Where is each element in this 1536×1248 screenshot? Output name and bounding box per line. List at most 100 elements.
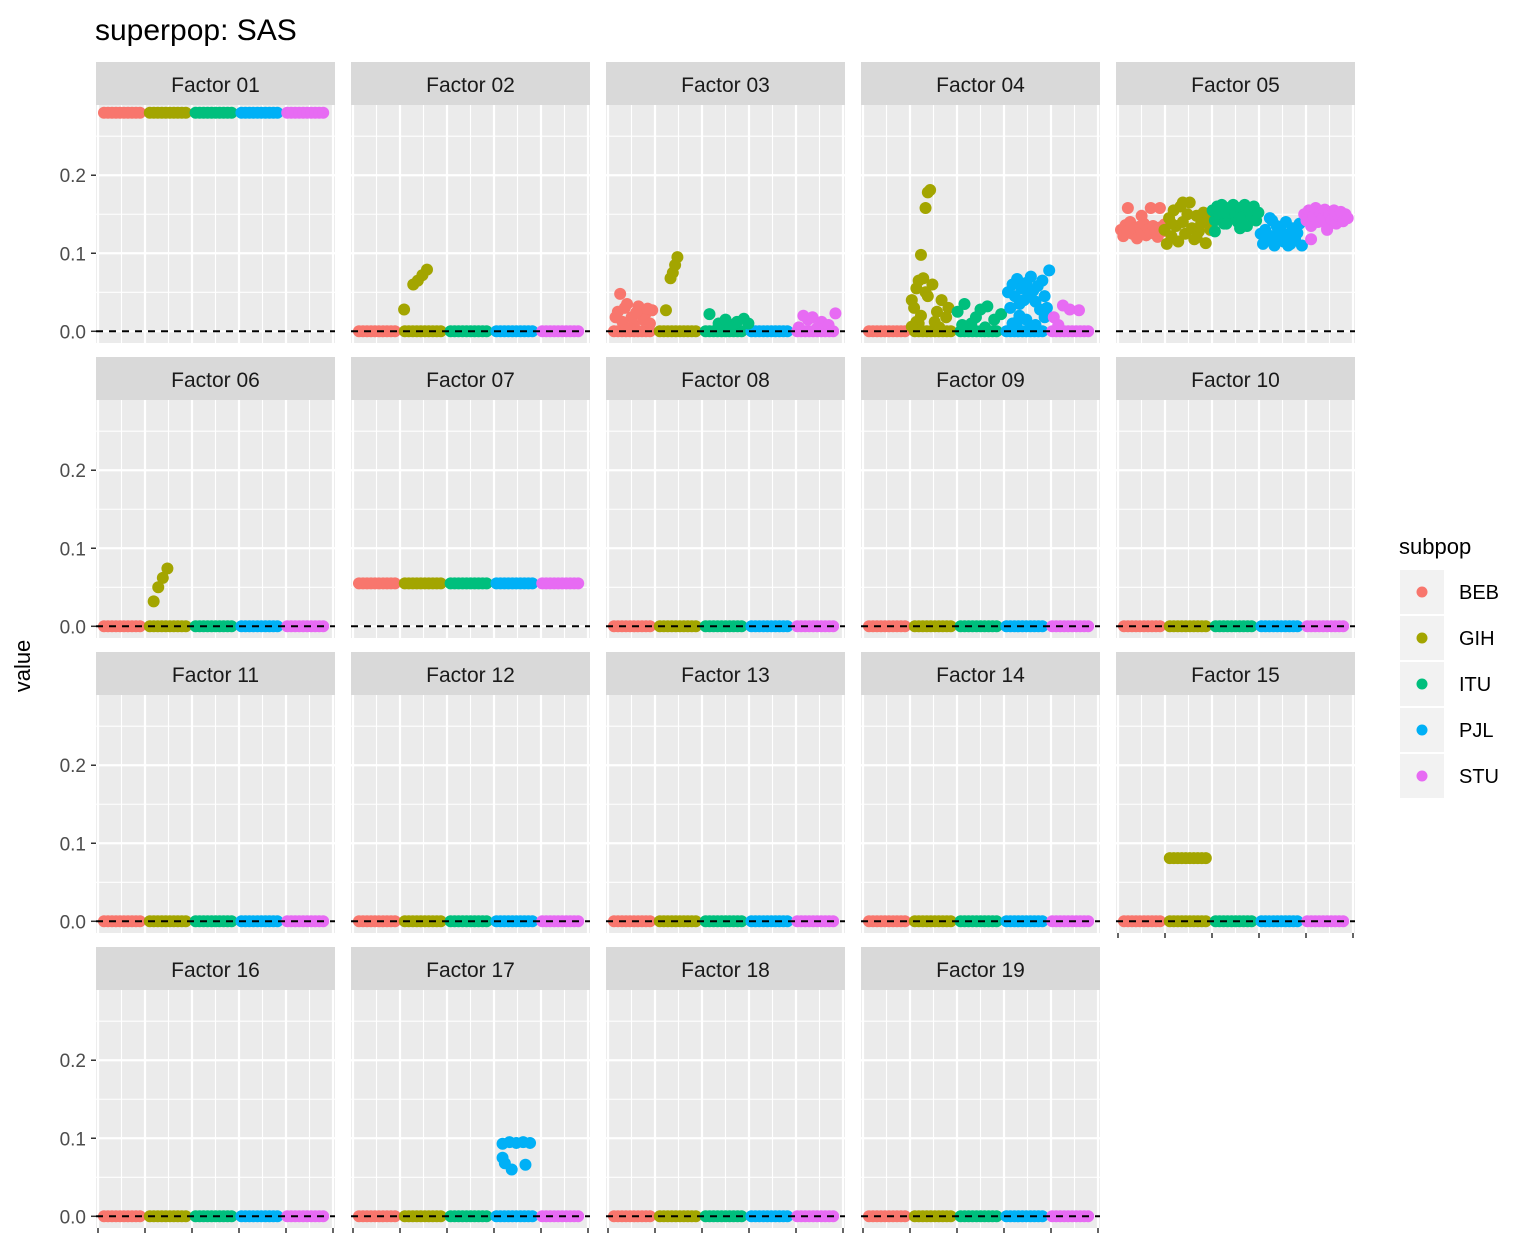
data-point-stu [317,106,330,119]
data-point-beb [1153,202,1166,215]
facet-strip-label: Factor 14 [936,664,1025,687]
facet-strip [96,357,335,400]
data-point-gih [689,915,702,928]
data-point-beb [389,577,401,590]
data-point-pjl [271,915,284,928]
data-point-gih [944,915,957,928]
data-point-pjl [781,1210,794,1223]
facet-panel: Factor 15 [1116,652,1355,938]
facet-strip-label: Factor 09 [936,369,1025,392]
y-tick-label: 0.0 [60,912,86,933]
data-point-beb [614,287,627,300]
data-point-pjl [1004,301,1017,314]
facet-strip-label: Factor 05 [1191,74,1280,97]
facet-strip-label: Factor 08 [681,369,770,392]
data-point-pjl [526,577,539,590]
y-tick-label: 0.0 [60,1207,86,1228]
facet-strip-label: Factor 11 [172,664,259,687]
data-point-gih [434,325,447,338]
facet-strip-label: Factor 06 [171,369,260,392]
data-point-itu [958,297,971,310]
data-point-beb [623,322,636,335]
legend-label: GIH [1459,628,1495,650]
legend-key-gih [1416,632,1428,644]
facet-panel: Factor 13 [606,652,845,933]
data-point-gih [179,106,192,119]
data-point-gih [935,294,948,307]
facet-strip [351,652,590,695]
facet-strip [96,62,335,105]
y-tick-label: 0.2 [60,461,86,482]
y-tick-label: 0.2 [60,166,86,187]
legend-label: PJL [1459,720,1493,742]
facet-panel: Factor 11 0.0 0.1 0.2 [60,652,335,933]
facet-panel: Factor 18 [606,947,845,1233]
facet-strip-label: Factor 17 [426,959,515,982]
data-point-gih [671,251,684,264]
facet-panel: Factor 19 [861,947,1100,1233]
data-point-pjl [1040,301,1053,314]
data-point-gih [156,571,169,584]
data-point-pjl [1036,620,1049,633]
data-point-beb [1144,202,1157,215]
legend-key-stu [1416,770,1428,782]
data-point-stu [806,311,819,324]
data-point-pjl [1295,239,1308,252]
data-point-beb [609,311,622,324]
y-tick-label: 0.0 [60,617,86,638]
data-point-pjl [1291,915,1304,928]
data-point-gih [689,1210,702,1223]
data-point-gih [179,915,192,928]
facet-strip [96,652,335,695]
facet-strip [96,947,335,990]
facet-strip [606,652,845,695]
data-point-pjl [526,915,539,928]
data-point-gih [924,184,937,197]
legend-key-itu [1416,678,1428,690]
data-point-itu [480,577,493,590]
data-point-pjl [1011,273,1024,286]
facet-panel: Factor 04 [861,62,1100,343]
data-point-gih [1181,208,1194,221]
data-point-gih [689,325,702,338]
data-point-pjl [526,1210,539,1223]
data-point-itu [995,308,1008,321]
data-point-beb [1135,209,1148,222]
data-point-gih [1199,237,1212,250]
data-point-gih [434,577,447,590]
data-point-gih [152,581,165,594]
data-point-stu [1305,233,1318,246]
data-point-stu [1321,223,1334,236]
data-point-pjl [1043,264,1056,277]
data-point-gih [919,286,932,299]
data-point-gih [420,263,433,276]
facet-strip [606,357,845,400]
facet-strip-label: Factor 07 [426,369,515,392]
legend-title: subpop [1399,534,1471,559]
facet-panel: Factor 01 0.0 0.1 0.2 [60,62,335,343]
data-point-gih [914,248,927,261]
data-point-gih [944,325,957,338]
data-point-stu [822,319,835,332]
data-point-stu [829,307,842,320]
data-point-itu [969,311,982,324]
data-point-beb [643,317,656,330]
data-point-itu [956,319,969,332]
data-point-gih [147,595,160,608]
data-point-beb [621,297,634,310]
data-point-beb [134,106,146,119]
data-point-pjl [1036,274,1049,287]
data-point-pjl [1036,915,1049,928]
facet-strip [861,62,1100,105]
facet-strip [606,62,845,105]
chart-title: superpop: SAS [95,14,297,47]
data-point-pjl [781,620,794,633]
data-point-gih [689,620,702,633]
facet-strip-label: Factor 01 [171,74,260,97]
facet-strip [861,947,1100,990]
legend-label: BEB [1459,582,1499,604]
data-point-pjl [505,1163,518,1176]
data-point-itu [703,308,716,321]
legend-label: ITU [1459,674,1491,696]
